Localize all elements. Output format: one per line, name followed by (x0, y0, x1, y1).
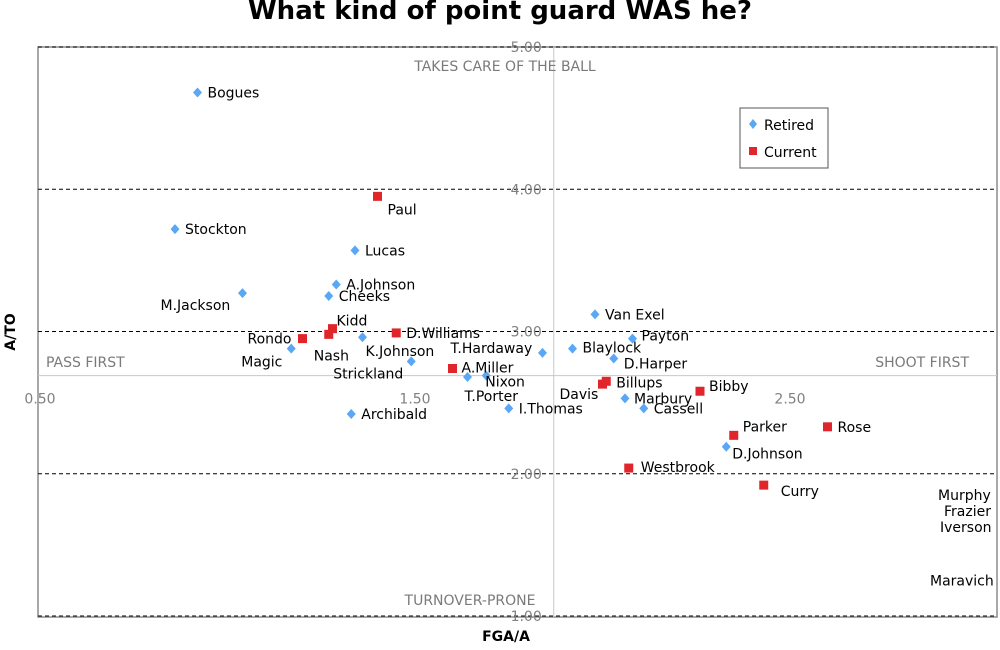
y-tick-label: 4.00 (511, 182, 542, 198)
point-strickland (406, 356, 416, 367)
quadrant-label-right: SHOOT FIRST (875, 355, 969, 371)
point-label-cheeks: Cheeks (339, 289, 390, 305)
point-lucas (350, 245, 360, 256)
quadrant-label-top: TAKES CARE OF THE BALL (413, 59, 596, 75)
legend-box (739, 107, 829, 169)
point-stockton (170, 224, 180, 235)
point-label-archibald: Archibald (361, 407, 427, 423)
point-label-billups: Billups (616, 375, 662, 391)
point-label-nash: Nash (314, 348, 349, 364)
legend-current-label: Current (764, 145, 817, 161)
point-label-westbrook: Westbrook (641, 460, 716, 476)
point-label-k-johnson: K.Johnson (366, 344, 435, 360)
x-axis-label: FGA/A (482, 629, 530, 645)
point-westbrook (624, 463, 634, 473)
point-label-magic: Magic (241, 355, 282, 371)
legend-current-marker (749, 147, 757, 155)
point-label-nixon: Nixon (485, 375, 525, 391)
y-tick-label: 1.00 (511, 609, 542, 625)
legend-retired-label: Retired (764, 118, 814, 134)
point-label-paul: Paul (388, 202, 417, 218)
point-label-van-exel: Van Exel (605, 307, 665, 323)
point-d-johnson (721, 441, 731, 452)
offchart-label-murphy: Murphy (938, 488, 991, 504)
point-label-lucas: Lucas (365, 243, 405, 259)
point-label-stockton: Stockton (185, 222, 247, 238)
point-label-i-thomas: I.Thomas (519, 401, 583, 417)
point-bogues (193, 87, 202, 98)
y-tick-label: 3.00 (511, 325, 542, 341)
point-label-parker: Parker (743, 419, 787, 435)
chart-title: What kind of point guard WAS he? (248, 0, 752, 26)
point-label-curry: Curry (781, 484, 819, 500)
point-paul (373, 191, 382, 201)
point-magic (286, 343, 296, 354)
quadrant-label-bottom: TURNOVER-PRONE (404, 593, 536, 609)
point-label-marbury: Marbury (634, 391, 692, 407)
point-bibby (695, 386, 705, 396)
point-nash (324, 329, 334, 339)
point-label-d-williams: D.Williams (406, 326, 480, 342)
point-a-johnson (331, 279, 341, 290)
point-label-bogues: Bogues (208, 86, 260, 102)
point-label-davis: Davis (560, 387, 599, 403)
x-tick-label: 0.50 (24, 392, 55, 408)
point-van-exel (590, 309, 600, 320)
point-parker (729, 430, 739, 440)
point-cheeks (324, 290, 334, 301)
point-label-d-johnson: D.Johnson (732, 447, 802, 463)
point-label-d-harper: D.Harper (624, 357, 688, 373)
y-tick-label: 5.00 (511, 40, 542, 56)
offchart-label-maravich: Maravich (930, 573, 994, 589)
point-label-kidd: Kidd (337, 314, 368, 330)
point-label-rondo: Rondo (248, 332, 292, 348)
point-rondo (298, 334, 307, 344)
point-label-payton: Payton (642, 329, 690, 345)
point-davis (598, 379, 607, 389)
point-d-harper (609, 353, 619, 364)
point-k-johnson (358, 332, 367, 343)
point-label-a-miller: A.Miller (462, 360, 514, 376)
point-marbury (620, 393, 630, 404)
offchart-label-iverson: Iverson (940, 520, 992, 536)
legend-retired-marker (749, 119, 757, 129)
point-t-hardaway (538, 347, 547, 358)
point-t-porter (463, 372, 472, 383)
point-label-strickland: Strickland (333, 366, 403, 382)
point-label-bibby: Bibby (709, 379, 749, 395)
legend: Retired Current (739, 107, 829, 169)
point-label-m-jackson: M.Jackson (161, 298, 231, 314)
x-tick-label: 1.50 (399, 392, 430, 408)
point-blaylock (568, 343, 577, 354)
point-label-blaylock: Blaylock (583, 341, 643, 357)
point-label-t-porter: T.Porter (464, 389, 519, 405)
point-i-thomas (504, 403, 514, 414)
point-curry (759, 480, 769, 490)
point-nixon (481, 370, 491, 381)
point-label-rose: Rose (838, 420, 872, 436)
point-d-williams (391, 328, 401, 338)
point-kidd (328, 324, 337, 334)
point-m-jackson (238, 288, 247, 299)
point-label-t-hardaway: T.Hardaway (450, 341, 533, 357)
y-tick-label: 2.00 (511, 467, 542, 483)
quadrant-label-left: PASS FIRST (46, 355, 125, 371)
offchart-label-frazier: Frazier (944, 504, 991, 520)
point-label-a-johnson: A.Johnson (346, 278, 415, 294)
point-archibald (346, 409, 356, 420)
y-axis-label: A/TO (3, 313, 19, 350)
point-cassell (639, 403, 649, 414)
point-a-miller (448, 363, 457, 373)
point-payton (628, 333, 637, 344)
point-rose (823, 422, 832, 432)
x-tick-label: 2.50 (774, 392, 805, 408)
point-label-cassell: Cassell (654, 401, 703, 417)
